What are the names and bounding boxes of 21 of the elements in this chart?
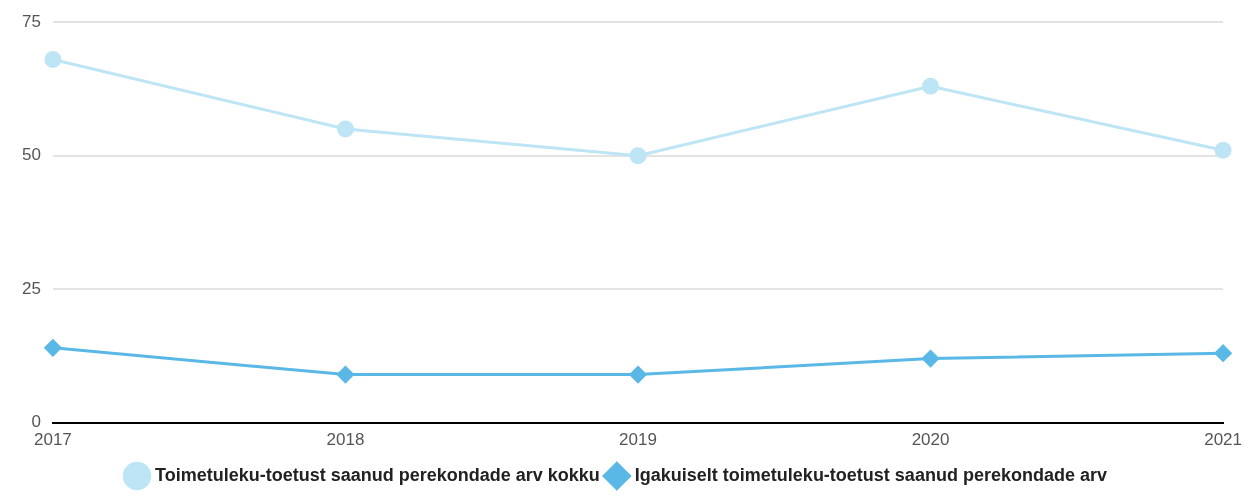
x-tick-label: 2020 bbox=[911, 430, 950, 450]
x-tick-label: 2021 bbox=[1204, 430, 1242, 450]
point bbox=[1214, 344, 1232, 362]
y-tick-label: 25 bbox=[21, 278, 41, 298]
x-tick-label: 2018 bbox=[326, 430, 365, 450]
y-tick-label: 75 bbox=[21, 11, 41, 31]
y-tick-label: 0 bbox=[31, 412, 41, 432]
legend-label: Igakuiselt toimetuleku-toetust saanud perekondade arv bbox=[634, 464, 1107, 485]
legend-label: Toimetuleku-toetust saanud perekondade arv kokku bbox=[155, 464, 600, 485]
y-tick-label: 50 bbox=[21, 145, 41, 165]
point bbox=[44, 339, 62, 357]
point bbox=[922, 350, 940, 368]
x-tick-label: 2017 bbox=[34, 430, 72, 450]
x-tick-label: 2019 bbox=[619, 430, 657, 450]
point bbox=[629, 366, 647, 384]
point bbox=[1214, 141, 1232, 159]
point bbox=[629, 147, 647, 165]
point bbox=[922, 77, 940, 95]
point bbox=[44, 51, 62, 69]
point bbox=[336, 120, 354, 138]
point bbox=[336, 366, 354, 384]
